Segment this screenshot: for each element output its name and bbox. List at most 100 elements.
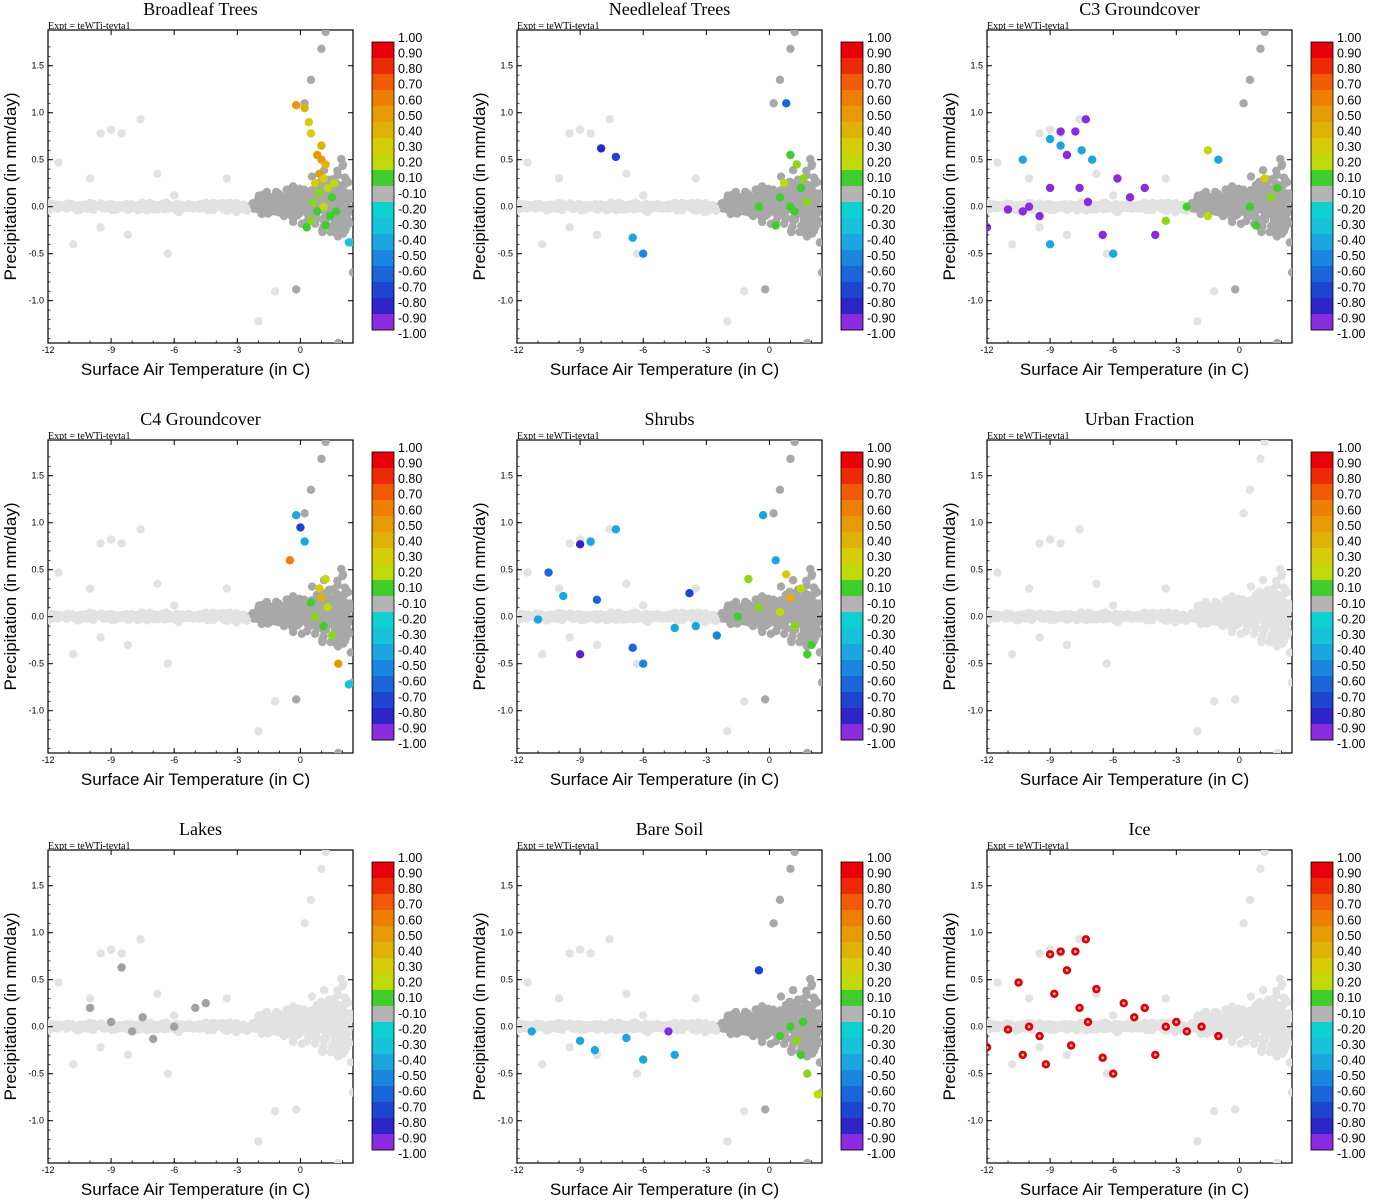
background-point xyxy=(123,230,133,240)
background-point xyxy=(1276,154,1285,164)
x-tick-label: 0 xyxy=(298,755,303,765)
y-tick-label: 0.5 xyxy=(31,155,44,165)
background-point xyxy=(167,612,176,621)
background-point xyxy=(142,616,152,625)
highlight-point xyxy=(319,621,328,631)
y-tick-label: -1.0 xyxy=(497,296,513,306)
background-point xyxy=(739,697,749,706)
colorbar-label: 1.00 xyxy=(398,31,422,45)
background-point xyxy=(222,584,231,593)
background-point xyxy=(1109,191,1118,200)
y-axis-label: Precipitation (in mm/day) xyxy=(1,92,20,280)
highlight-point xyxy=(321,574,330,584)
x-tick-label: 0 xyxy=(767,755,772,765)
highlight-point xyxy=(334,659,343,668)
background-point xyxy=(338,229,348,238)
colorbar-label: -0.30 xyxy=(867,218,896,232)
background-point xyxy=(89,609,98,619)
highlight-point xyxy=(302,223,311,232)
y-axis-label: Precipitation (in mm/day) xyxy=(1,502,20,690)
highlight-point xyxy=(306,598,316,607)
background-point xyxy=(776,172,786,181)
background-point xyxy=(702,614,712,623)
colorbar-segment xyxy=(841,138,863,155)
colorbar-segment xyxy=(841,724,863,741)
highlight-point xyxy=(306,216,316,226)
colorbar-label: 0.90 xyxy=(1337,47,1361,61)
colorbar-segment xyxy=(841,484,863,501)
highlight-point xyxy=(325,211,335,221)
highlight-point xyxy=(1161,216,1170,226)
colorbar-frame xyxy=(371,451,395,741)
colorbar-segment xyxy=(372,202,394,219)
background-point xyxy=(296,606,305,615)
colorbar-label: 0.20 xyxy=(867,566,891,580)
background-point xyxy=(592,230,602,240)
highlight-point xyxy=(1062,150,1072,160)
x-tick-label: -12 xyxy=(41,345,54,355)
colorbar-segment xyxy=(372,532,394,549)
background-point xyxy=(622,169,631,179)
background-point xyxy=(733,203,742,213)
background-point xyxy=(1035,223,1044,232)
colorbar-segment xyxy=(372,468,394,485)
background-point xyxy=(348,268,353,277)
background-point xyxy=(305,622,314,631)
background-point xyxy=(652,613,662,623)
background-point xyxy=(338,639,348,648)
highlight-point xyxy=(628,643,637,652)
background-point xyxy=(83,614,92,623)
colorbar-label: -0.70 xyxy=(398,280,427,294)
background-point xyxy=(198,200,208,209)
background-point xyxy=(233,204,243,213)
colorbar-label: 0.90 xyxy=(867,457,891,471)
colorbar-segment xyxy=(1311,154,1333,171)
background-point xyxy=(48,205,53,214)
y-tick-label: 0.0 xyxy=(31,202,44,212)
expt-label: Expt = teWTi-tevta1 xyxy=(987,431,1069,442)
highlight-point xyxy=(1075,183,1084,193)
background-point xyxy=(286,199,295,209)
background-point xyxy=(48,615,53,624)
colorbar-segment xyxy=(372,692,394,709)
background-point xyxy=(123,640,133,650)
colorbar-segment xyxy=(372,90,394,107)
background-point xyxy=(342,206,351,216)
background-point xyxy=(1106,202,1115,211)
background-point xyxy=(1172,204,1182,213)
colorbar-label: 0.90 xyxy=(867,47,891,61)
background-point xyxy=(756,188,765,197)
colorbar-label: -0.40 xyxy=(1337,234,1366,248)
colorbar-label: -0.60 xyxy=(867,675,896,689)
background-point xyxy=(338,624,348,633)
colorbar-label: -0.80 xyxy=(1337,296,1366,310)
background-point xyxy=(565,539,574,548)
colorbar-label: 1.00 xyxy=(398,441,422,455)
highlight-point xyxy=(1045,183,1055,193)
plot-area xyxy=(516,29,823,344)
background-point xyxy=(632,249,642,258)
colorbar-segment xyxy=(372,452,394,469)
background-point xyxy=(775,75,785,85)
colorbar-label: -0.40 xyxy=(398,644,427,658)
background-point xyxy=(1258,222,1267,231)
highlight-point xyxy=(611,525,621,534)
colorbar-segment xyxy=(841,708,863,725)
colorbar-label: 1.00 xyxy=(867,31,891,45)
colorbar-segment xyxy=(1311,90,1333,107)
background-point xyxy=(747,196,757,206)
background-point xyxy=(526,202,536,211)
y-tick-label: 1.0 xyxy=(31,518,44,528)
background-point xyxy=(1162,206,1171,216)
highlight-point xyxy=(1266,193,1276,202)
colorbar-label: 0.60 xyxy=(867,93,891,107)
colorbar-segment xyxy=(372,138,394,155)
colorbar-segment xyxy=(1311,218,1333,235)
colorbar-label: 0.50 xyxy=(398,519,422,533)
background-point xyxy=(306,485,316,495)
colorbar-segment xyxy=(372,42,394,59)
background-point xyxy=(558,609,567,619)
y-tick-label: 0.5 xyxy=(970,155,983,165)
